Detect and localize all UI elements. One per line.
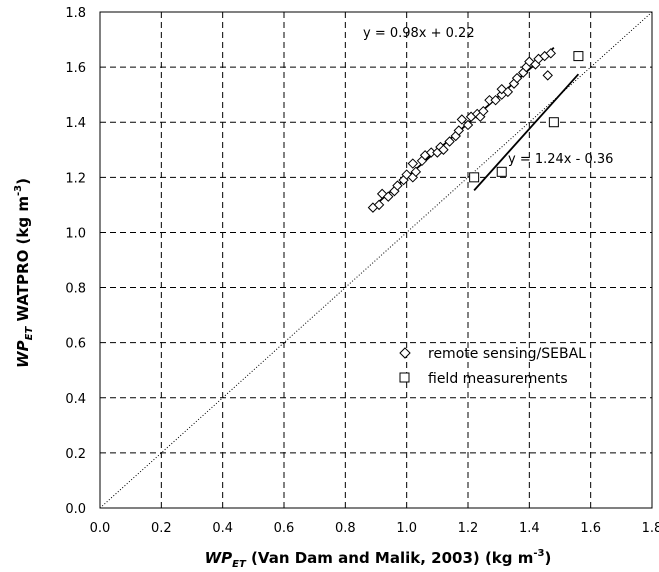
field-data-point — [573, 51, 584, 62]
y-tick-label: 0.2 — [65, 447, 86, 462]
sebal-data-point — [444, 136, 455, 147]
trendline-2 — [473, 73, 580, 191]
x-axis-title-main: WP — [205, 549, 233, 567]
plot-frame — [99, 11, 653, 509]
x-tick-label: 1.6 — [580, 521, 601, 536]
sebal-data-point — [478, 105, 489, 117]
trendline-equation-field: y = 1.24x - 0.36 — [508, 152, 613, 167]
y-tick-label: 0.4 — [65, 392, 86, 407]
x-tick-label: 0.0 — [90, 521, 111, 536]
sebal-data-point — [545, 48, 557, 59]
y-tick-label: 0.6 — [65, 337, 86, 352]
sebal-data-point — [438, 144, 449, 155]
y-tick-label: 0.0 — [65, 502, 86, 517]
gridlines — [100, 12, 652, 508]
y-tick-label: 1.4 — [65, 116, 86, 131]
legend-label-field: field measurements — [428, 371, 568, 387]
x-tick-label: 0.8 — [335, 521, 356, 536]
y-tick-label: 1.6 — [65, 61, 86, 76]
x-axis-title-close: ) — [545, 549, 552, 567]
tick-labels: 0.0 0.2 0.4 0.6 0.8 1.0 1.2 1.4 1.6 1.8 0.0 0.2 0.4 0… — [65, 6, 659, 536]
x-tick-label: 1.0 — [396, 521, 417, 536]
y-tick-label: 1.0 — [65, 226, 86, 241]
field-data-point — [496, 166, 507, 177]
data-points — [367, 48, 584, 213]
x-tick-label: 0.6 — [274, 521, 295, 536]
y-axis-title-text: WATPRO (kg m — [14, 196, 32, 327]
legend-label-sebal: remote sensing/SEBAL — [428, 346, 586, 362]
x-tick-label: 1.8 — [642, 521, 659, 536]
y-axis-title-main: WP — [14, 340, 32, 368]
sebal-data-point — [502, 86, 514, 98]
y-axis-title: WPET WATPRO (kg m-3) — [13, 178, 35, 368]
sebal-data-point — [407, 158, 419, 169]
sebal-data-point — [542, 70, 553, 81]
x-tick-label: 1.2 — [458, 521, 479, 536]
sebal-data-point — [511, 72, 523, 84]
field-data-point — [548, 117, 559, 128]
sebal-data-point — [373, 199, 385, 211]
legend-diamond-icon — [399, 347, 411, 359]
field-data-point — [469, 172, 480, 183]
sebal-data-point — [392, 180, 403, 191]
y-axis-title-superscript: -3 — [13, 185, 24, 196]
x-tick-label: 0.2 — [151, 521, 172, 536]
legend: remote sensing/SEBAL field measurements — [399, 346, 586, 387]
legend-square-icon — [399, 372, 410, 383]
sebal-data-point — [401, 169, 412, 180]
sebal-data-point — [462, 119, 474, 131]
x-tick-label: 0.4 — [212, 521, 233, 536]
sebal-data-point — [453, 125, 465, 136]
x-tick-label: 1.4 — [519, 521, 540, 536]
sebal-data-point — [383, 191, 394, 202]
one-to-one-reference-line — [99, 11, 653, 509]
x-axis-title-superscript: -3 — [533, 548, 544, 559]
y-tick-label: 0.8 — [65, 282, 86, 297]
x-axis-title: WPET (Van Dam and Malik, 2003) (kg m-3) — [205, 548, 552, 570]
trendline-equation-sebal: y = 0.98x + 0.22 — [363, 26, 475, 41]
y-tick-label: 1.8 — [65, 6, 86, 21]
sebal-data-point — [456, 114, 468, 125]
y-axis-title-subscript: ET — [24, 326, 35, 341]
y-tick-label: 1.2 — [65, 171, 86, 186]
sebal-data-point — [410, 166, 422, 178]
sebal-data-point — [490, 94, 501, 106]
y-axis-title-close: ) — [14, 178, 32, 185]
x-axis-title-text: (Van Dam and Malik, 2003) (kg m — [246, 549, 534, 567]
x-axis-title-subscript: ET — [232, 559, 247, 570]
